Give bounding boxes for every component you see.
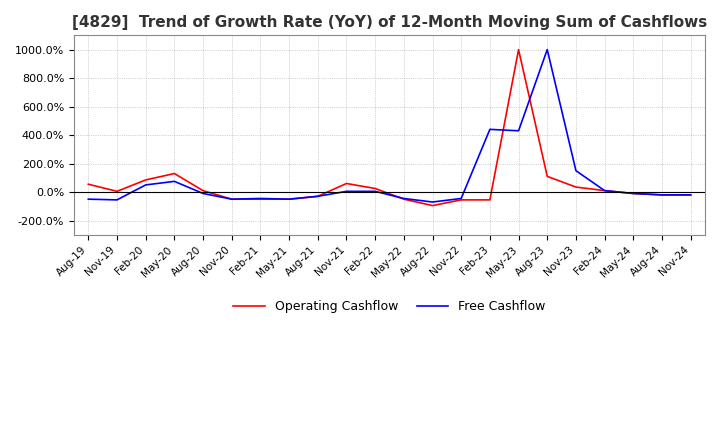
Free Cashflow <box>285 197 294 202</box>
Free Cashflow <box>600 188 609 193</box>
Operating Cashflow <box>141 177 150 183</box>
Free Cashflow <box>313 194 322 199</box>
Free Cashflow <box>228 197 236 202</box>
Line: Free Cashflow: Free Cashflow <box>89 50 690 202</box>
Operating Cashflow <box>600 188 609 193</box>
Operating Cashflow <box>428 203 437 208</box>
Free Cashflow <box>141 182 150 187</box>
Operating Cashflow <box>686 192 695 198</box>
Operating Cashflow <box>485 197 494 202</box>
Operating Cashflow <box>285 197 294 202</box>
Free Cashflow <box>256 196 265 201</box>
Title: [4829]  Trend of Growth Rate (YoY) of 12-Month Moving Sum of Cashflows: [4829] Trend of Growth Rate (YoY) of 12-… <box>72 15 707 30</box>
Operating Cashflow <box>543 174 552 179</box>
Operating Cashflow <box>228 197 236 202</box>
Operating Cashflow <box>371 186 379 191</box>
Free Cashflow <box>629 191 638 196</box>
Free Cashflow <box>572 168 580 173</box>
Free Cashflow <box>514 128 523 133</box>
Free Cashflow <box>543 47 552 52</box>
Operating Cashflow <box>112 189 121 194</box>
Free Cashflow <box>199 191 207 196</box>
Free Cashflow <box>371 189 379 194</box>
Operating Cashflow <box>199 188 207 193</box>
Free Cashflow <box>428 199 437 205</box>
Free Cashflow <box>84 197 93 202</box>
Line: Operating Cashflow: Operating Cashflow <box>89 50 690 205</box>
Legend: Operating Cashflow, Free Cashflow: Operating Cashflow, Free Cashflow <box>228 295 551 318</box>
Free Cashflow <box>112 197 121 202</box>
Operating Cashflow <box>84 182 93 187</box>
Operating Cashflow <box>342 181 351 186</box>
Operating Cashflow <box>400 197 408 202</box>
Free Cashflow <box>457 196 466 201</box>
Free Cashflow <box>170 179 179 184</box>
Operating Cashflow <box>657 192 666 198</box>
Free Cashflow <box>342 189 351 194</box>
Free Cashflow <box>686 192 695 198</box>
Free Cashflow <box>657 192 666 198</box>
Operating Cashflow <box>170 171 179 176</box>
Operating Cashflow <box>313 194 322 199</box>
Operating Cashflow <box>457 197 466 202</box>
Operating Cashflow <box>572 184 580 190</box>
Operating Cashflow <box>256 197 265 202</box>
Free Cashflow <box>400 196 408 201</box>
Operating Cashflow <box>514 47 523 52</box>
Operating Cashflow <box>629 191 638 196</box>
Free Cashflow <box>485 127 494 132</box>
